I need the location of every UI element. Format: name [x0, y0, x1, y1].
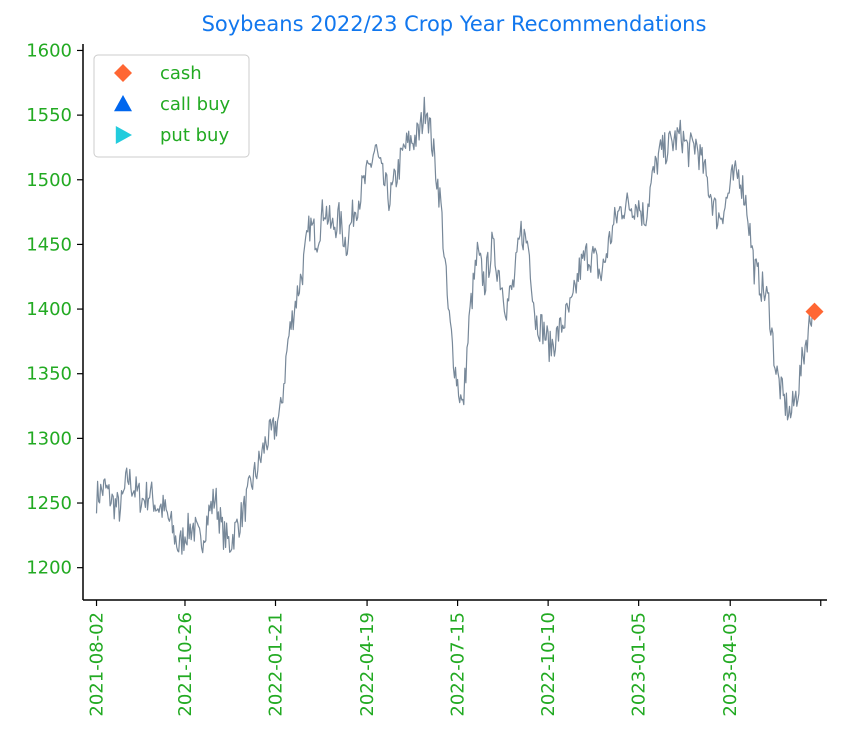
chart-title: Soybeans 2022/23 Crop Year Recommendatio…	[202, 12, 707, 36]
y-tick-label: 1600	[26, 40, 72, 61]
y-tick-label: 1400	[26, 299, 72, 320]
x-tick-label: 2022-10-10	[538, 612, 559, 717]
y-axis-ticks: 1200 1250 1300 1350 1400 1450 1500 1550 1600	[26, 40, 83, 579]
x-tick-label: 2022-01-21	[266, 612, 287, 717]
series-layer	[95, 96, 813, 555]
legend-cash-icon	[114, 64, 132, 82]
legend-frame	[93, 54, 250, 158]
y-tick-label: 1450	[26, 234, 72, 255]
y-tick-label: 1550	[26, 105, 72, 126]
x-tick-label: 2021-08-02	[87, 612, 108, 717]
price-series-line	[95, 96, 813, 555]
y-tick-label: 1500	[26, 170, 72, 191]
x-axis-ticks: 2021-08-02 2021-10-26 2022-01-21 2022-04-19…	[87, 600, 822, 717]
y-tick-label: 1300	[26, 428, 72, 449]
cash-marker	[805, 302, 824, 321]
legend-put-buy-icon	[115, 126, 132, 144]
legend: cash call buy put buy	[93, 54, 250, 158]
y-tick-label: 1250	[26, 493, 72, 514]
x-tick-label: 2022-07-15	[448, 612, 469, 717]
markers-layer	[805, 302, 824, 321]
legend-label: call buy	[160, 94, 230, 115]
y-tick-label: 1200	[26, 558, 72, 579]
x-tick-label: 2021-10-26	[175, 612, 196, 717]
y-tick-label: 1350	[26, 364, 72, 385]
legend-label: put buy	[160, 125, 229, 146]
legend-call-buy-icon	[114, 95, 132, 112]
x-tick-label: 2023-04-03	[720, 612, 741, 717]
x-tick-label: 2022-04-19	[357, 612, 378, 717]
x-tick-label: 2023-01-05	[629, 612, 650, 717]
legend-label: cash	[160, 63, 202, 84]
